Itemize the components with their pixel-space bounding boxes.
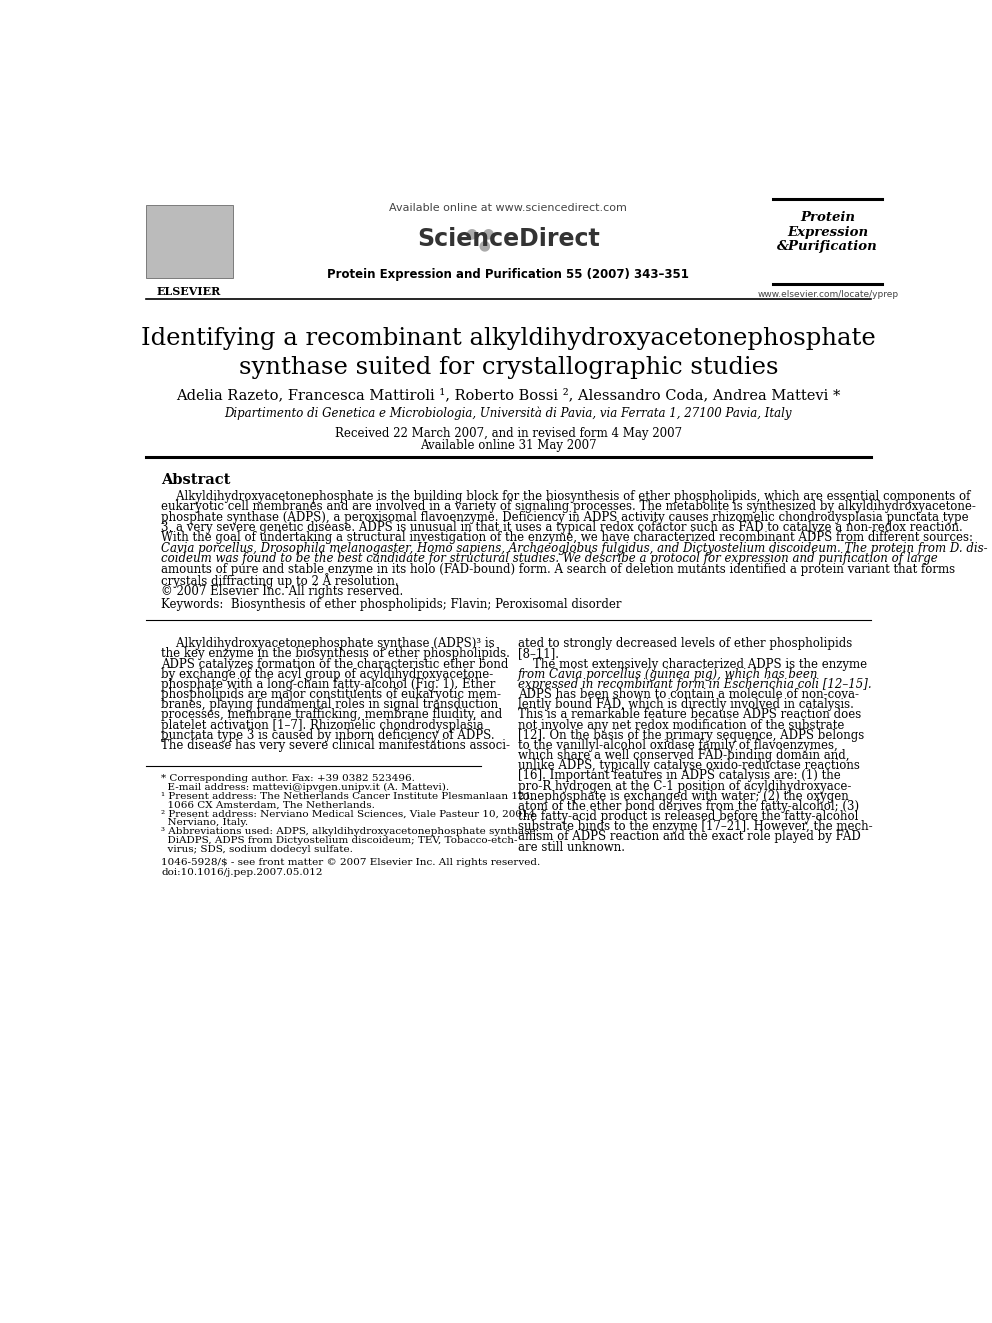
Text: Available online at www.sciencedirect.com: Available online at www.sciencedirect.co… [390,204,627,213]
Text: 1066 CX Amsterdam, The Netherlands.: 1066 CX Amsterdam, The Netherlands. [161,800,375,810]
Text: the key enzyme in the biosynthesis of ether phospholipids.: the key enzyme in the biosynthesis of et… [161,647,510,660]
Text: ³ Abbreviations used: ADPS, alkyldihydroxyacetonephosphate synthase;: ³ Abbreviations used: ADPS, alkyldihydro… [161,827,540,836]
Text: atom of the ether bond derives from the fatty-alcohol; (3): atom of the ether bond derives from the … [518,800,859,812]
Text: virus; SDS, sodium dodecyl sulfate.: virus; SDS, sodium dodecyl sulfate. [161,844,353,853]
Text: Received 22 March 2007, and in revised form 4 May 2007: Received 22 March 2007, and in revised f… [335,427,682,439]
Text: Cavia porcellus, Drosophila melanogaster, Homo sapiens, Archaeoglobus fulgidus, : Cavia porcellus, Drosophila melanogaster… [161,542,988,554]
Text: [8–11].: [8–11]. [518,647,558,660]
Text: phosphate with a long-chain fatty-alcohol (Fig. 1). Ether: phosphate with a long-chain fatty-alcoho… [161,677,496,691]
Text: Nerviano, Italy.: Nerviano, Italy. [161,818,248,827]
Text: DiADPS, ADPS from Dictyostelium discoideum; TEV, Tobacco-etch-: DiADPS, ADPS from Dictyostelium discoide… [161,836,518,845]
Text: the fatty-acid product is released before the fatty-alcohol: the fatty-acid product is released befor… [518,810,858,823]
Text: doi:10.1016/j.pep.2007.05.012: doi:10.1016/j.pep.2007.05.012 [161,868,322,877]
Text: Protein: Protein [801,212,855,224]
Text: ADPS catalyzes formation of the characteristic ether bond: ADPS catalyzes formation of the characte… [161,658,509,671]
Text: phosphate synthase (ADPS), a peroxisomal flavoenzyme. Deficiency in ADPS activit: phosphate synthase (ADPS), a peroxisomal… [161,511,969,524]
Text: coideum was found to be the best candidate for structural studies. We describe a: coideum was found to be the best candida… [161,552,938,565]
FancyBboxPatch shape [146,205,232,278]
Text: not involve any net redox modification of the substrate: not involve any net redox modification o… [518,718,844,732]
Text: ELSEVIER: ELSEVIER [157,286,221,296]
Text: 1046-5928/$ - see front matter © 2007 Elsevier Inc. All rights reserved.: 1046-5928/$ - see front matter © 2007 El… [161,859,541,867]
Text: Adelia Razeto, Francesca Mattiroli ¹, Roberto Bossi ², Alessandro Coda, Andrea M: Adelia Razeto, Francesca Mattiroli ¹, Ro… [177,388,840,402]
Text: pro-R hydrogen at the C-1 position of acyldihydroxyace-: pro-R hydrogen at the C-1 position of ac… [518,779,851,792]
Text: branes, playing fundamental roles in signal transduction: branes, playing fundamental roles in sig… [161,699,498,712]
Text: ● ●
  ●: ● ● ● [466,226,495,253]
Text: E-mail address: mattevi@ipvgen.unipv.it (A. Mattevi).: E-mail address: mattevi@ipvgen.unipv.it … [161,783,449,791]
Text: Dipartimento di Genetica e Microbiologia, Università di Pavia, via Ferrata 1, 27: Dipartimento di Genetica e Microbiologia… [224,406,793,421]
Text: amounts of pure and stable enzyme in its holo (FAD-bound) form. A search of dele: amounts of pure and stable enzyme in its… [161,562,955,576]
Text: Identifying a recombinant alkyldihydroxyacetonephosphate
synthase suited for cry: Identifying a recombinant alkyldihydroxy… [141,327,876,378]
Text: ¹ Present address: The Netherlands Cancer Institute Plesmanlaan 121,: ¹ Present address: The Netherlands Cance… [161,791,535,800]
Text: phospholipids are major constituents of eukaryotic mem-: phospholipids are major constituents of … [161,688,501,701]
Text: ADPS has been shown to contain a molecule of non-cova-: ADPS has been shown to contain a molecul… [518,688,859,701]
Text: Expression: Expression [787,226,868,238]
Text: The most extensively characterized ADPS is the enzyme: The most extensively characterized ADPS … [518,658,867,671]
Text: substrate binds to the enzyme [17–21]. However, the mech-: substrate binds to the enzyme [17–21]. H… [518,820,872,833]
Text: The disease has very severe clinical manifestations associ-: The disease has very severe clinical man… [161,740,510,751]
Text: 3, a very severe genetic disease. ADPS is unusual in that it uses a typical redo: 3, a very severe genetic disease. ADPS i… [161,521,963,534]
Text: Alkyldihydroxyacetonephosphate synthase (ADPS)³ is: Alkyldihydroxyacetonephosphate synthase … [161,638,495,651]
Text: ated to strongly decreased levels of ether phospholipids: ated to strongly decreased levels of eth… [518,638,852,651]
Text: ScienceDirect: ScienceDirect [417,226,600,250]
Text: [12]. On the basis of the primary sequence, ADPS belongs: [12]. On the basis of the primary sequen… [518,729,864,742]
Text: by exchange of the acyl group of acyldihydroxyacetone-: by exchange of the acyl group of acyldih… [161,668,493,681]
Text: www.elsevier.com/locate/yprep: www.elsevier.com/locate/yprep [757,290,899,299]
Text: ² Present address: Nerviano Medical Sciences, Viale Pasteur 10, 20014: ² Present address: Nerviano Medical Scie… [161,810,536,818]
Text: Alkyldihydroxyacetonephosphate is the building block for the biosynthesis of eth: Alkyldihydroxyacetonephosphate is the bu… [161,490,970,503]
Text: With the goal of undertaking a structural investigation of the enzyme, we have c: With the goal of undertaking a structura… [161,532,973,545]
Text: punctata type 3 is caused by inborn deficiency of ADPS.: punctata type 3 is caused by inborn defi… [161,729,495,742]
Text: © 2007 Elsevier Inc. All rights reserved.: © 2007 Elsevier Inc. All rights reserved… [161,585,404,598]
Text: anism of ADPS reaction and the exact role played by FAD: anism of ADPS reaction and the exact rol… [518,831,860,844]
Text: Available online 31 May 2007: Available online 31 May 2007 [420,439,597,452]
Text: platelet activation [1–7]. Rhizomelic chondrodysplasia: platelet activation [1–7]. Rhizomelic ch… [161,718,484,732]
Text: crystals diffracting up to 2 Å resolution.: crystals diffracting up to 2 Å resolutio… [161,573,399,587]
Text: which share a well conserved FAD-binding domain and,: which share a well conserved FAD-binding… [518,749,849,762]
Text: Keywords:  Biosynthesis of ether phospholipids; Flavin; Peroxisomal disorder: Keywords: Biosynthesis of ether phosphol… [161,598,622,611]
Text: Abstract: Abstract [161,472,230,487]
Text: expressed in recombinant form in Escherichia coli [12–15].: expressed in recombinant form in Escheri… [518,677,871,691]
Text: to the vanillyl-alcohol oxidase family of flavoenzymes,: to the vanillyl-alcohol oxidase family o… [518,740,837,751]
Text: * Corresponding author. Fax: +39 0382 523496.: * Corresponding author. Fax: +39 0382 52… [161,774,415,783]
Text: from Cavia porcellus (guinea pig), which has been: from Cavia porcellus (guinea pig), which… [518,668,818,681]
Text: lently bound FAD, which is directly involved in catalysis.: lently bound FAD, which is directly invo… [518,699,853,712]
Text: tonephosphate is exchanged with water; (2) the oxygen: tonephosphate is exchanged with water; (… [518,790,848,803]
Text: &Purification: &Purification [778,241,878,254]
Text: processes, membrane trafficking, membrane fluidity, and: processes, membrane trafficking, membran… [161,708,503,721]
Text: unlike ADPS, typically catalyse oxido-reductase reactions: unlike ADPS, typically catalyse oxido-re… [518,759,860,773]
Text: This is a remarkable feature because ADPS reaction does: This is a remarkable feature because ADP… [518,708,861,721]
Text: eukaryotic cell membranes and are involved in a variety of signaling processes. : eukaryotic cell membranes and are involv… [161,500,976,513]
Text: Protein Expression and Purification 55 (2007) 343–351: Protein Expression and Purification 55 (… [327,269,689,280]
Text: [16]. Important features in ADPS catalysis are: (1) the: [16]. Important features in ADPS catalys… [518,770,840,782]
Text: are still unknown.: are still unknown. [518,840,625,853]
